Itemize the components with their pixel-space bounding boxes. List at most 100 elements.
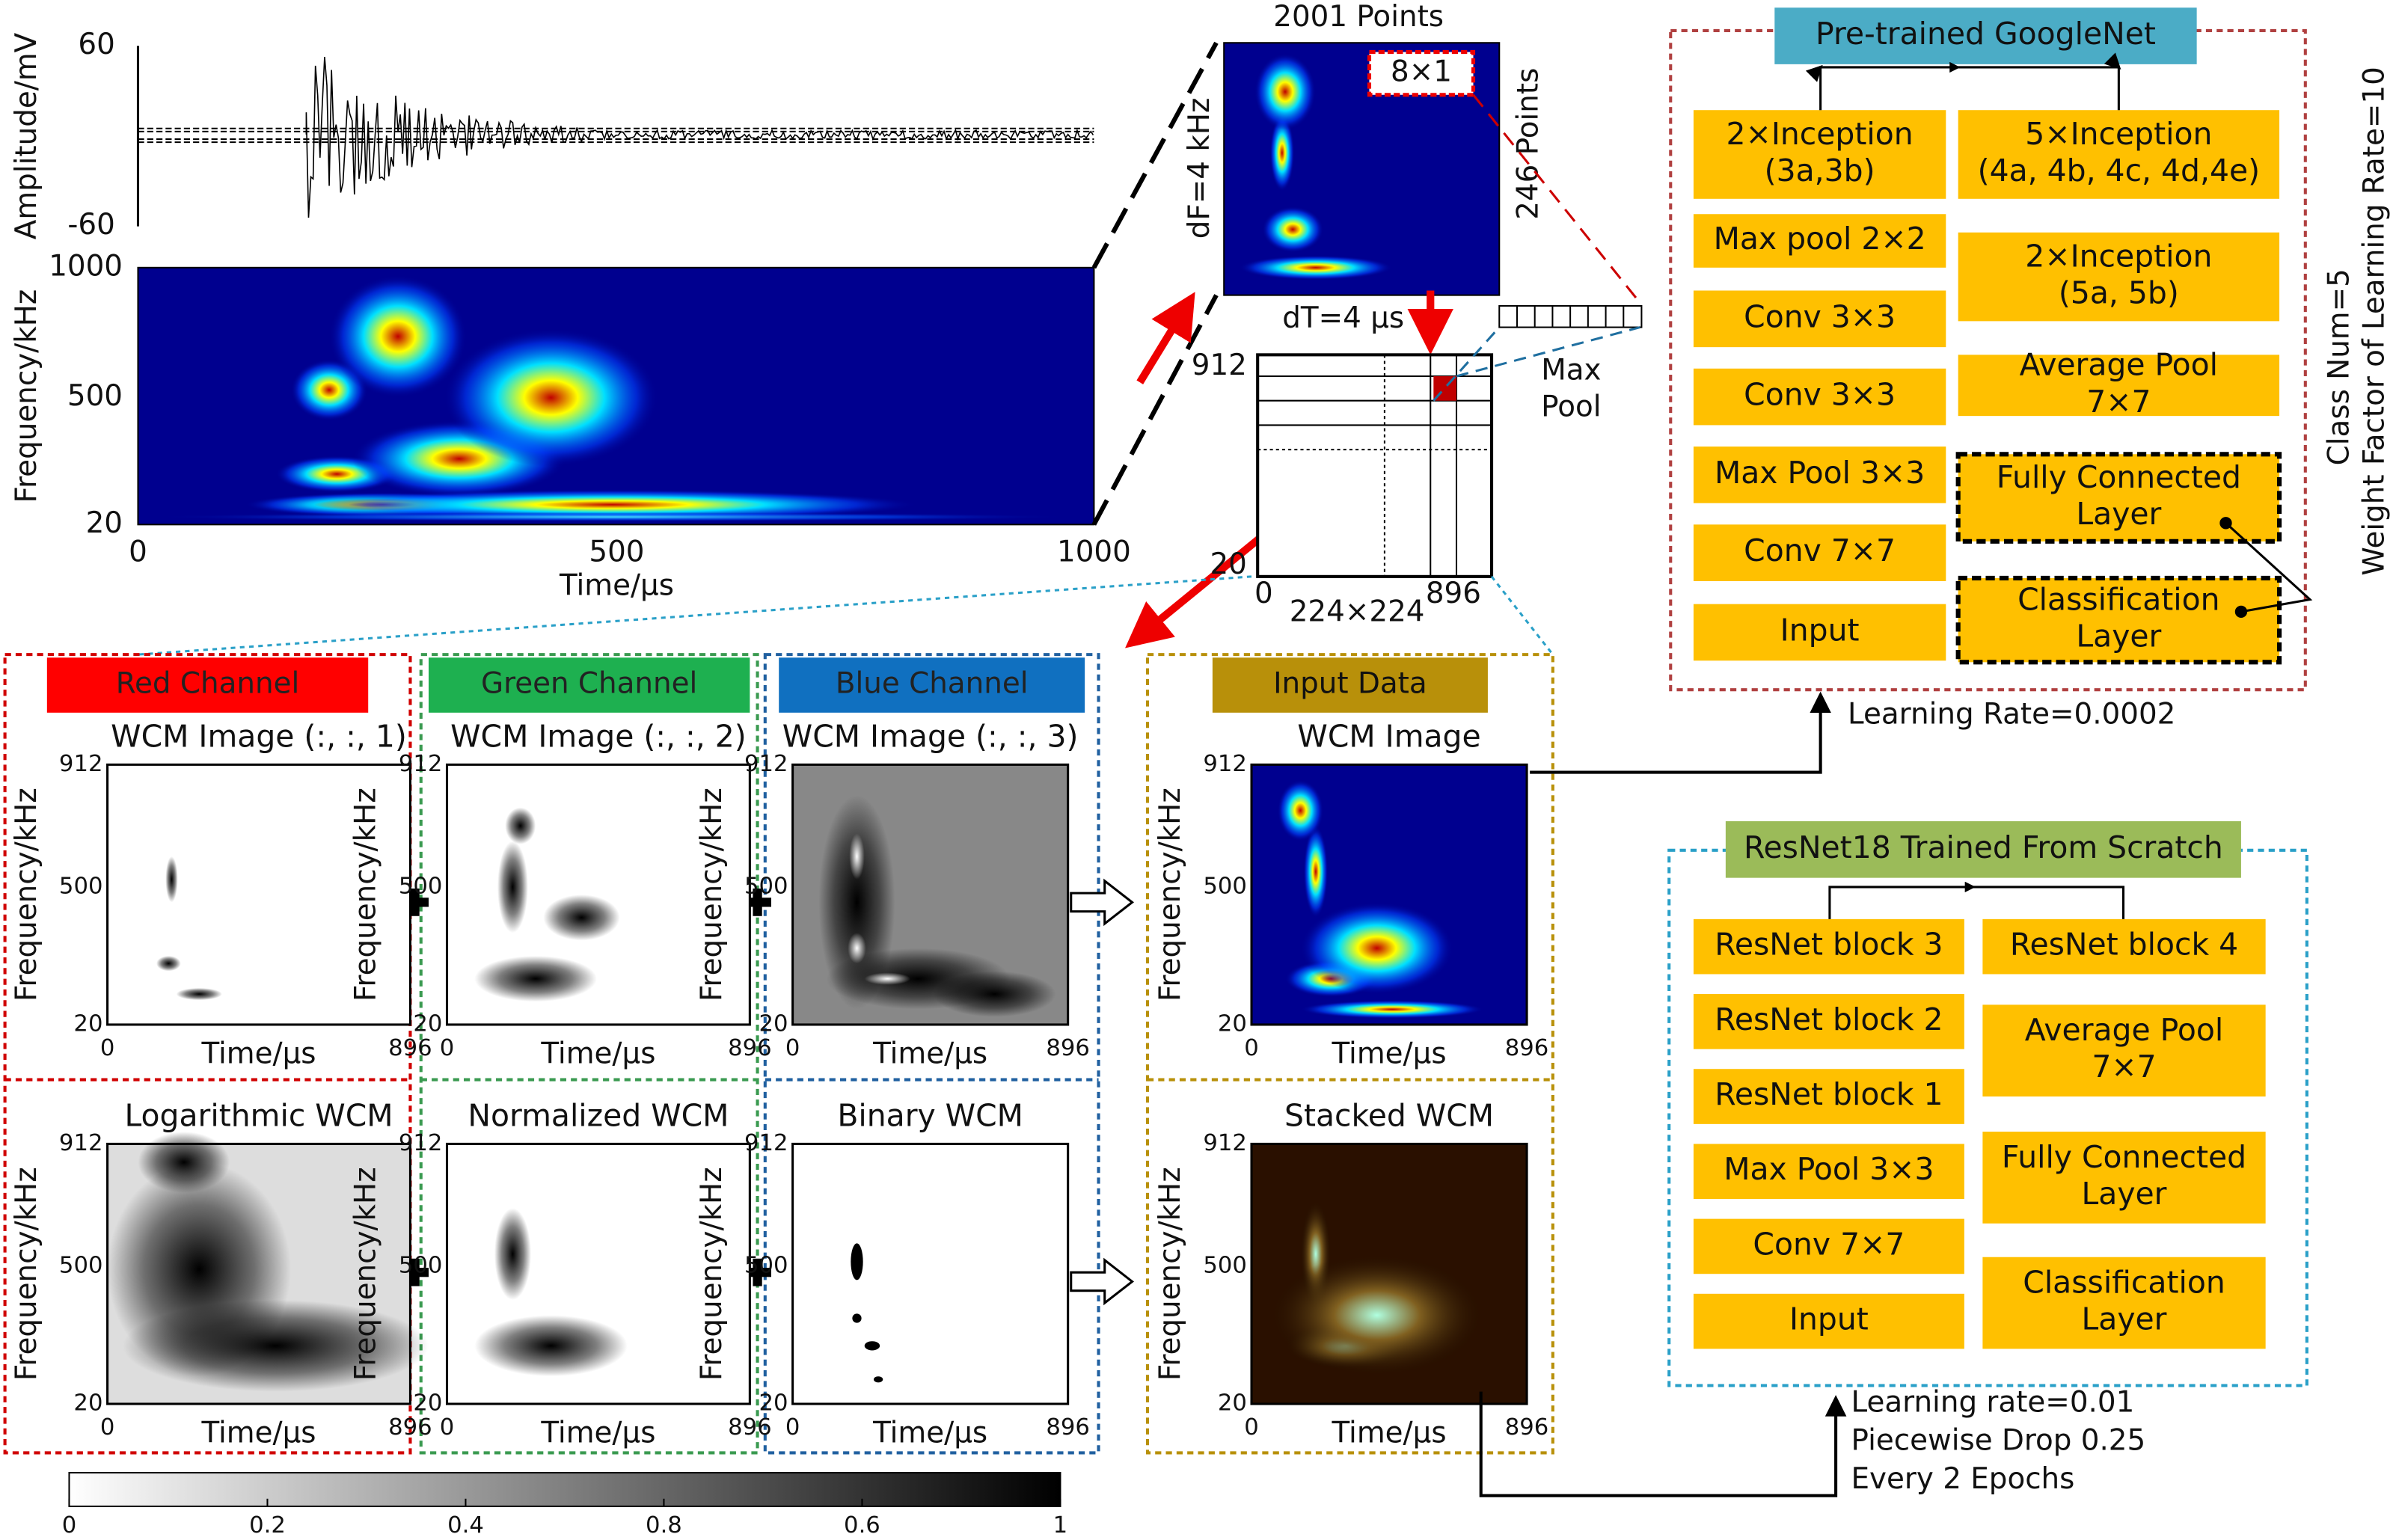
y-axis-label: Frequency/kHz (695, 1167, 729, 1381)
y-tick-label: 20 (86, 506, 123, 540)
blob (329, 275, 467, 398)
layer-label: ResNet block 2 (1715, 1001, 1943, 1037)
hollow-arrow (1071, 1260, 1133, 1303)
zoom-line (138, 577, 1251, 654)
y-axis-label: Frequency/kHz (695, 788, 729, 1001)
layer-label: Conv 3×3 (1744, 298, 1896, 334)
channel-name: Input Data (1273, 667, 1427, 701)
network-title: ResNet18 Trained From Scratch (1744, 829, 2223, 865)
y-tick-label: 500 (744, 873, 788, 899)
x-tick-label: 0 (100, 1035, 115, 1061)
x-tick-label: 896 (1046, 1035, 1090, 1061)
blob (474, 956, 597, 1001)
zoom-title: 2001 Points (1273, 0, 1444, 34)
layer-label: Fully Connected (1997, 459, 2241, 495)
layer-label: 7×7 (2092, 1049, 2156, 1085)
zoom-box-label: 8×1 (1391, 55, 1452, 89)
panel-title: Stacked WCM (1284, 1098, 1494, 1134)
blob (934, 971, 1056, 1016)
x-axis-label: Time/μs (559, 569, 674, 603)
x-tick-label: 0 (1254, 577, 1273, 610)
maxpool-label: Pool (1541, 390, 1601, 423)
colorbar-tick-label: 0.8 (646, 1512, 682, 1539)
y-tick-label: 20 (413, 1010, 442, 1037)
annotation: Weight Factor of Learning Rate=10 (2357, 67, 2391, 575)
layer-label: 5×Inception (2025, 116, 2212, 152)
channel-name: Red Channel (116, 667, 300, 701)
channel-name: Blue Channel (836, 667, 1029, 701)
colorbar (69, 1473, 1060, 1506)
maxpool-size: 224×224 (1290, 595, 1425, 628)
signal-trace (306, 57, 1093, 218)
x-tick-label: 896 (1505, 1035, 1549, 1061)
y-axis-label: Frequency/kHz (349, 788, 383, 1001)
y-tick-label: -60 (67, 208, 114, 242)
colorbar-tick-label: 0 (62, 1512, 77, 1539)
blob (1300, 902, 1453, 994)
y-tick-label: 500 (59, 1253, 103, 1279)
layer-label: 2×Inception (2025, 239, 2212, 274)
blob (153, 512, 1071, 521)
blob (543, 895, 619, 940)
blob (1240, 255, 1392, 280)
x-tick-label: 896 (728, 1414, 772, 1441)
y-tick-label: 912 (744, 1130, 788, 1156)
zoom-line (1094, 295, 1216, 525)
y-tick-label: 912 (59, 1130, 103, 1156)
layer-label: (4a, 4b, 4c, 4d,4e) (1978, 153, 2260, 188)
note: Learning rate=0.01 (1851, 1386, 2135, 1420)
x-axis-label: Time/μs (1332, 1416, 1447, 1449)
channel-name: Green Channel (481, 667, 697, 701)
panel-title: WCM Image (:, :, 2) (450, 719, 747, 755)
blob (497, 841, 528, 933)
layer-label: Classification (2023, 1265, 2225, 1301)
arrow (1140, 300, 1190, 382)
layer-label: Input (1789, 1301, 1869, 1337)
y-axis-label: Amplitude/mV (10, 32, 43, 239)
blob (1300, 1000, 1483, 1019)
y-tick-label: 500 (59, 873, 103, 899)
y-tick-label: 912 (1203, 1130, 1247, 1156)
y-tick-label: 912 (399, 1130, 443, 1156)
x-tick-label: 896 (1505, 1414, 1549, 1441)
panel-title: WCM Image (1297, 719, 1480, 755)
layer-label: Layer (2082, 1301, 2167, 1337)
zoom-right: 246 Points (1512, 68, 1545, 220)
y-tick-label: 912 (1192, 349, 1247, 382)
y-tick-label: 500 (399, 1253, 443, 1279)
panel-title: Logarithmic WCM (125, 1098, 393, 1134)
blob (494, 1208, 531, 1300)
y-tick-label: 1000 (49, 249, 123, 283)
blob (852, 1313, 861, 1322)
x-axis-label: Time/μs (1332, 1037, 1447, 1070)
panel-title: Normalized WCM (468, 1098, 729, 1134)
y-axis-label: Frequency/kHz (349, 1167, 383, 1381)
content: 60-60Amplitude/mV1000500200 500 1000Time/μ… (5, 0, 2392, 1539)
blob (444, 329, 658, 467)
x-axis-label: Time/μs (872, 1416, 987, 1449)
network-title: Pre-trained GoogleNet (1816, 16, 2156, 52)
y-tick-label: 500 (1203, 1253, 1247, 1279)
connector (1481, 1392, 1836, 1496)
x-axis-label: Time/μs (200, 1037, 316, 1070)
x-tick-label: 0 (440, 1035, 455, 1061)
y-tick-label: 500 (399, 873, 443, 899)
blob (848, 933, 866, 963)
x-tick-label: 0 (785, 1414, 800, 1441)
layer-label: 2×Inception (1727, 116, 1914, 152)
note: Piecewise Drop 0.25 (1851, 1424, 2146, 1458)
blob (1270, 1254, 1484, 1377)
x-tick-label: 0 (785, 1035, 800, 1061)
zoom-line (1492, 577, 1553, 654)
layer-label: Max Pool 3×3 (1715, 455, 1925, 491)
blob (1254, 54, 1316, 130)
blob (177, 988, 222, 1000)
y-axis-label: Frequency/kHz (1153, 788, 1187, 1001)
y-tick-label: 20 (759, 1010, 788, 1037)
panel-title: WCM Image (:, :, 3) (782, 719, 1079, 755)
x-tick-label: 0 (1244, 1035, 1259, 1061)
y-tick-label: 500 (744, 1253, 788, 1279)
y-tick-label: 20 (413, 1390, 442, 1417)
layer-label: Input (1780, 612, 1860, 648)
